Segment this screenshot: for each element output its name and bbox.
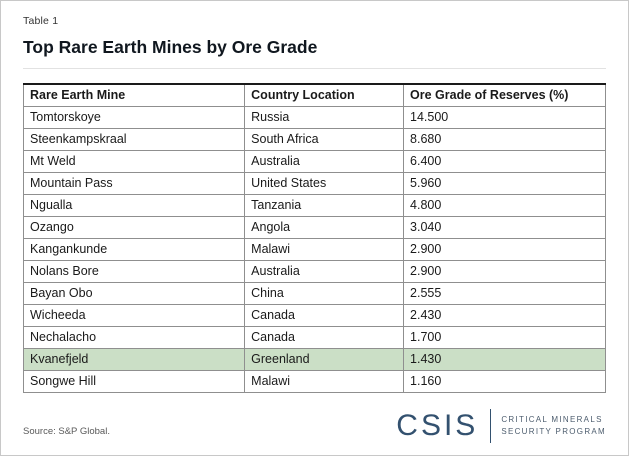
table-label: Table 1 — [23, 15, 59, 27]
table-cell: 1.160 — [403, 370, 606, 393]
table-cell: Songwe Hill — [22, 370, 246, 393]
table-header-row: Rare Earth Mine Country Location Ore Gra… — [22, 83, 606, 107]
table-cell: Malawi — [244, 238, 405, 261]
table-row: Wicheeda Canada 2.430 — [22, 304, 606, 327]
table-cell: 14.500 — [403, 106, 606, 129]
table-cell: 4.800 — [403, 194, 606, 217]
table-cell: Tomtorskoye — [22, 106, 246, 129]
column-header-country: Country Location — [244, 83, 405, 107]
table-cell: Nechalacho — [22, 326, 246, 349]
table-row: Nechalacho Canada 1.700 — [22, 326, 606, 349]
table-row: Nolans Bore Australia 2.900 — [22, 260, 606, 283]
table-row: Mountain Pass United States 5.960 — [22, 172, 606, 195]
table-cell: Ozango — [22, 216, 246, 239]
table-cell: China — [244, 282, 405, 305]
table-cell: Kangankunde — [22, 238, 246, 261]
table-cell: Australia — [244, 150, 405, 173]
csis-logo: CSIS CRITICAL MINERALS SECURITY PROGRAM — [396, 409, 606, 443]
csis-wordmark: CSIS — [396, 409, 479, 442]
table-cell: Malawi — [244, 370, 405, 393]
table-row: Ozango Angola 3.040 — [22, 216, 606, 239]
table-row: Mt Weld Australia 6.400 — [22, 150, 606, 173]
table-cell: Mt Weld — [22, 150, 246, 173]
column-header-grade: Ore Grade of Reserves (%) — [403, 83, 606, 107]
page-title: Top Rare Earth Mines by Ore Grade — [23, 37, 318, 57]
table-body: Tomtorskoye Russia 14.500 Steenkampskraal So… — [22, 106, 606, 393]
table-cell: Canada — [244, 304, 405, 327]
table-cell: Russia — [244, 106, 405, 129]
table-cell: United States — [244, 172, 405, 195]
table-cell: 5.960 — [403, 172, 606, 195]
table-cell: 6.400 — [403, 150, 606, 173]
table-cell: Canada — [244, 326, 405, 349]
ore-grade-table: Rare Earth Mine Country Location Ore Gra… — [22, 83, 606, 393]
table-row: Ngualla Tanzania 4.800 — [22, 194, 606, 217]
table-cell: 1.700 — [403, 326, 606, 349]
column-header-mine: Rare Earth Mine — [22, 83, 246, 107]
page: Table 1 Top Rare Earth Mines by Ore Grad… — [1, 1, 628, 393]
table-cell: Nolans Bore — [22, 260, 246, 283]
table-row: Steenkampskraal South Africa 8.680 — [22, 128, 606, 151]
table-cell: 2.555 — [403, 282, 606, 305]
footer: Source: S&P Global. CSIS CRITICAL MINERA… — [23, 409, 606, 443]
table-cell: 1.430 — [403, 348, 606, 371]
logo-divider — [490, 409, 492, 443]
table-cell: 3.040 — [403, 216, 606, 239]
table-cell: 2.430 — [403, 304, 606, 327]
table-cell: 2.900 — [403, 238, 606, 261]
table-row: Bayan Obo China 2.555 — [22, 282, 606, 305]
table-cell: 8.680 — [403, 128, 606, 151]
program-name: CRITICAL MINERALS SECURITY PROGRAM — [501, 414, 606, 438]
table-cell: Steenkampskraal — [22, 128, 246, 151]
table-row: Kvanefjeld Greenland 1.430 — [22, 348, 606, 371]
table-cell: Greenland — [244, 348, 405, 371]
title-divider — [23, 68, 606, 69]
program-line-1: CRITICAL MINERALS — [501, 415, 603, 424]
table-cell: Australia — [244, 260, 405, 283]
table-row: Kangankunde Malawi 2.900 — [22, 238, 606, 261]
table-row: Tomtorskoye Russia 14.500 — [22, 106, 606, 129]
source-note: Source: S&P Global. — [23, 426, 110, 437]
table-cell: Wicheeda — [22, 304, 246, 327]
table-cell: Angola — [244, 216, 405, 239]
table-cell: Tanzania — [244, 194, 405, 217]
table-cell: Ngualla — [22, 194, 246, 217]
table-cell: Mountain Pass — [22, 172, 246, 195]
program-line-2: SECURITY PROGRAM — [501, 427, 606, 436]
table-cell: South Africa — [244, 128, 405, 151]
table-row: Songwe Hill Malawi 1.160 — [22, 370, 606, 393]
table-cell: Kvanefjeld — [22, 348, 246, 371]
table-cell: Bayan Obo — [22, 282, 246, 305]
table-cell: 2.900 — [403, 260, 606, 283]
